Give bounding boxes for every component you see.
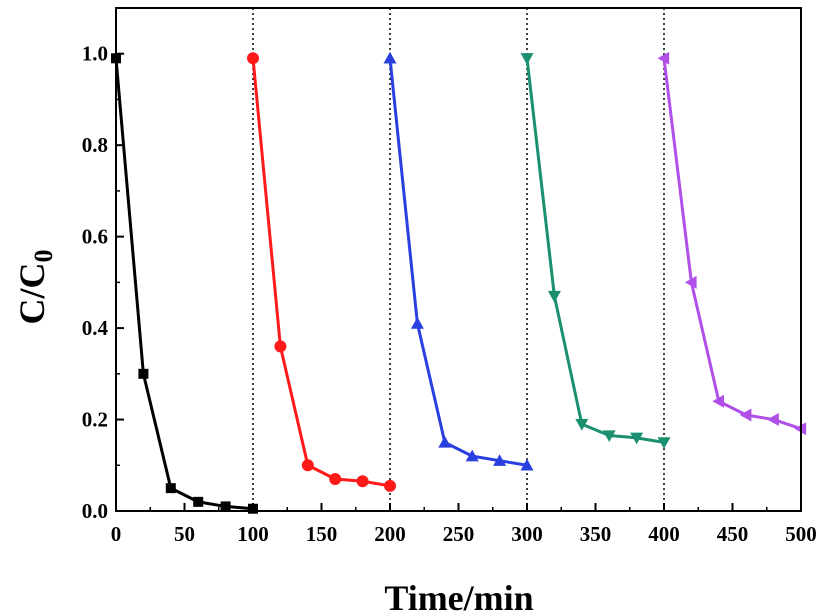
x-axis-ticks: 0 50 100 150 200 250 300 350 400 450 500 <box>111 503 817 546</box>
series-group <box>111 51 807 514</box>
series-3-point <box>465 449 479 462</box>
series-2-point <box>356 475 369 488</box>
y-axis-title-subscript: 0 <box>29 250 58 263</box>
series-2-line <box>251 58 391 488</box>
y-tick-label-1.0: 1.0 <box>82 42 108 66</box>
series-2-point <box>329 472 342 485</box>
x-tick-label-500: 500 <box>785 522 817 546</box>
y-axis-ticks: 0.0 0.2 0.4 0.6 0.8 1.0 <box>82 7 124 523</box>
series-1-point <box>220 501 231 512</box>
series-3 <box>383 51 534 471</box>
series-1-point <box>165 483 176 494</box>
series-4-point <box>630 432 644 445</box>
series-4-point <box>602 430 616 443</box>
series-1-line <box>114 58 254 511</box>
y-axis-title-main: C/C <box>12 263 52 325</box>
series-2-point <box>301 459 314 472</box>
series-4 <box>520 53 671 449</box>
series-4-point <box>657 437 671 449</box>
y-tick-label-0.4: 0.4 <box>82 316 109 340</box>
series-3-point <box>410 317 424 329</box>
series-1-point <box>193 496 204 507</box>
series-5-point <box>684 275 697 289</box>
series-5-line <box>662 58 802 431</box>
x-tick-label-400: 400 <box>648 522 680 546</box>
series-1 <box>111 53 258 514</box>
x-tick-label-300: 300 <box>511 522 543 546</box>
x-tick-label-450: 450 <box>717 522 749 546</box>
series-2-point <box>247 52 259 65</box>
series-2-point <box>274 340 287 353</box>
y-tick-label-0.6: 0.6 <box>82 225 108 249</box>
series-4-point <box>575 418 589 431</box>
series-3-line <box>388 58 528 467</box>
y-axis-title: C/C0 <box>12 250 58 325</box>
x-tick-label-200: 200 <box>374 522 406 546</box>
series-4-point <box>547 290 561 303</box>
cycle-separator-lines <box>252 8 665 511</box>
x-tick-label-100: 100 <box>237 522 269 546</box>
y-tick-label-0.2: 0.2 <box>82 408 108 432</box>
series-5-point <box>767 413 779 427</box>
y-tick-label-0.8: 0.8 <box>82 133 108 157</box>
series-3-point <box>493 454 507 466</box>
x-tick-label-350: 350 <box>580 522 612 546</box>
y-tick-label-0.0: 0.0 <box>82 499 108 523</box>
series-4-point <box>520 53 534 65</box>
series-5-point <box>739 408 752 422</box>
series-4-line <box>525 58 665 444</box>
series-5-point <box>712 394 724 408</box>
series-3-point <box>383 51 397 64</box>
plot-frame <box>115 7 802 512</box>
series-2-point <box>384 479 396 492</box>
series-3-point <box>520 458 534 471</box>
series-1-point <box>138 368 149 379</box>
series-3-point <box>438 435 452 448</box>
series-5 <box>657 51 807 436</box>
x-tick-label-250: 250 <box>443 522 475 546</box>
series-2 <box>247 52 396 492</box>
x-tick-label-50: 50 <box>174 522 195 546</box>
series-5-point <box>657 51 670 65</box>
x-tick-label-0: 0 <box>111 522 122 546</box>
x-axis-title: Time/min <box>384 578 533 616</box>
x-tick-label-150: 150 <box>306 522 338 546</box>
